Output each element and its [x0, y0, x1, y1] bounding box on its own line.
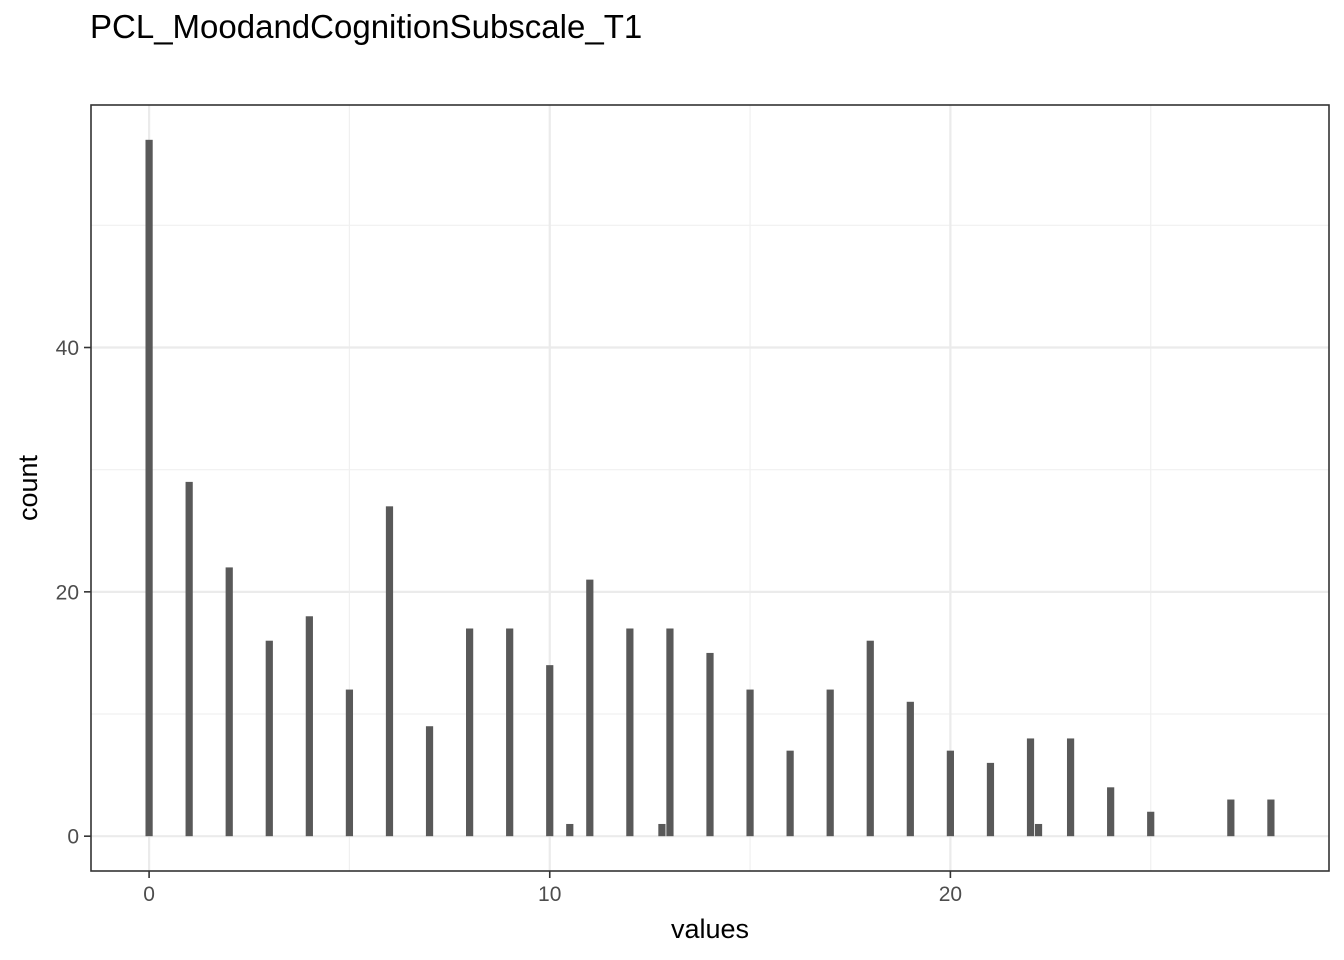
histogram-bar [1066, 738, 1075, 837]
histogram-bar [145, 139, 153, 837]
histogram-bar [658, 823, 666, 837]
histogram-bar [506, 628, 514, 837]
histogram-bar [1026, 738, 1035, 837]
histogram-bar [265, 640, 273, 837]
x-axis-label: values [671, 914, 749, 944]
histogram-bar [1034, 823, 1043, 837]
histogram-bar [946, 750, 954, 837]
panel-border [90, 104, 1330, 872]
x-tick-label: 10 [538, 883, 561, 906]
bars [145, 139, 1275, 837]
histogram-bar [666, 628, 674, 837]
histogram-bar [626, 628, 634, 837]
histogram-bar [425, 726, 434, 837]
axis-ticks: 0 10 20 0 20 40 [56, 337, 962, 906]
x-tick-label: 0 [143, 883, 155, 906]
histogram-bar [826, 689, 834, 837]
histogram-bar [385, 506, 394, 837]
histogram-bar [1267, 799, 1275, 837]
histogram-bar [546, 665, 554, 837]
histogram-bar [866, 640, 874, 837]
histogram-bar [185, 481, 193, 837]
histogram-bar [1147, 811, 1155, 837]
histogram-bar [586, 579, 594, 837]
histogram-bar [746, 689, 754, 837]
histogram-bar [786, 750, 794, 837]
histogram-bar [1107, 787, 1115, 837]
y-axis-label: count [13, 454, 43, 521]
histogram-bar [706, 652, 714, 837]
histogram-bar [1227, 799, 1235, 837]
y-tick-label: 0 [67, 826, 79, 849]
histogram-bar [466, 628, 474, 837]
histogram-bar [566, 823, 574, 837]
chart-title: PCL_MoodandCognitionSubscale_T1 [90, 8, 643, 45]
y-tick-label: 20 [56, 581, 79, 604]
histogram-bar [986, 762, 995, 837]
y-tick-label: 40 [56, 337, 79, 360]
histogram-bar [345, 689, 354, 837]
histogram-bar [906, 701, 914, 837]
histogram-bar [305, 616, 313, 837]
histogram-bar [225, 567, 233, 837]
x-tick-label: 20 [939, 883, 962, 906]
